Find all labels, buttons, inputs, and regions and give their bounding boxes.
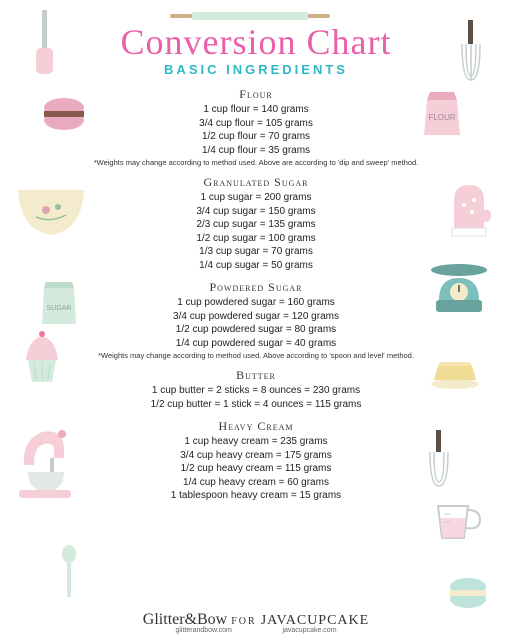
section: Granulated Sugar1 cup sugar = 200 grams3…: [20, 175, 492, 272]
footer: Glitter&Bow FOR JAVACUPCAKE glitterandbo…: [0, 611, 512, 634]
page: FLOUR SUGAR: [0, 0, 512, 640]
section-title: Powdered Sugar: [20, 280, 492, 295]
svg-text:SUGAR: SUGAR: [47, 305, 72, 312]
conversion-row: 1/4 cup flour = 35 grams: [20, 144, 492, 158]
section-title: Granulated Sugar: [20, 175, 492, 190]
sections-container: Flour1 cup flour = 140 grams3/4 cup flou…: [20, 87, 492, 503]
scale-icon: [424, 260, 494, 320]
section-title: Butter: [20, 368, 492, 383]
footer-left: Glitter&Bow: [143, 611, 227, 628]
section: Butter1 cup butter = 2 sticks = 8 ounces…: [20, 368, 492, 411]
butter-icon: [428, 360, 482, 390]
footer-left-sub: glitterandbow.com: [175, 627, 231, 634]
conversion-row: 1 cup powdered sugar = 160 grams: [20, 296, 492, 310]
macaron-pink-icon: [40, 96, 88, 132]
macaron-mint-icon: [446, 576, 490, 610]
section: Powdered Sugar1 cup powdered sugar = 160…: [20, 280, 492, 360]
section: Heavy Cream1 cup heavy cream = 235 grams…: [20, 419, 492, 503]
conversion-row: 1 cup sugar = 200 grams: [20, 191, 492, 205]
conversion-row: 3/4 cup sugar = 150 grams: [20, 205, 492, 219]
whisk-icon: [458, 20, 484, 90]
subtitle: BASIC INGREDIENTS: [20, 62, 492, 77]
whisk2-icon: [426, 430, 452, 494]
section-title: Heavy Cream: [20, 419, 492, 434]
mixer-icon: [14, 420, 76, 500]
sugar-bag-icon: SUGAR: [40, 280, 78, 328]
conversion-row: 1 cup butter = 2 sticks = 8 ounces = 230…: [20, 384, 492, 398]
conversion-row: 1 cup heavy cream = 235 grams: [20, 435, 492, 449]
oven-mitt-icon: [439, 180, 494, 240]
main-title: Conversion Chart: [20, 24, 492, 60]
spoon-icon: [60, 545, 78, 600]
cupcake-icon: [18, 330, 66, 386]
measuring-cup-icon: [432, 500, 482, 544]
section-note: *Weights may change according to method …: [20, 158, 492, 167]
footer-mid: FOR: [231, 616, 256, 627]
footer-right-sub: javacupcake.com: [282, 627, 336, 634]
conversion-row: 1/3 cup sugar = 70 grams: [20, 245, 492, 259]
conversion-row: 1/2 cup sugar = 100 grams: [20, 232, 492, 246]
flour-bag-icon: FLOUR: [422, 90, 462, 140]
conversion-row: 1/2 cup butter = 1 stick = 4 ounces = 11…: [20, 398, 492, 412]
svg-text:FLOUR: FLOUR: [428, 113, 455, 122]
footer-right: JAVACUPCAKE: [261, 613, 370, 628]
conversion-row: 1 tablespoon heavy cream = 15 grams: [20, 489, 492, 503]
conversion-row: 1/2 cup heavy cream = 115 grams: [20, 462, 492, 476]
section-note: *Weights may change according to method …: [20, 351, 492, 360]
bowl-icon: [16, 185, 86, 240]
conversion-row: 1/4 cup powdered sugar = 40 grams: [20, 337, 492, 351]
conversion-row: 1/4 cup sugar = 50 grams: [20, 259, 492, 273]
conversion-row: 3/4 cup heavy cream = 175 grams: [20, 449, 492, 463]
rolling-pin-icon: [150, 4, 350, 28]
spatula-icon: [30, 10, 60, 80]
conversion-row: 2/3 cup sugar = 135 grams: [20, 218, 492, 232]
conversion-row: 3/4 cup powdered sugar = 120 grams: [20, 310, 492, 324]
conversion-row: 1/2 cup powdered sugar = 80 grams: [20, 323, 492, 337]
conversion-row: 1/4 cup heavy cream = 60 grams: [20, 476, 492, 490]
